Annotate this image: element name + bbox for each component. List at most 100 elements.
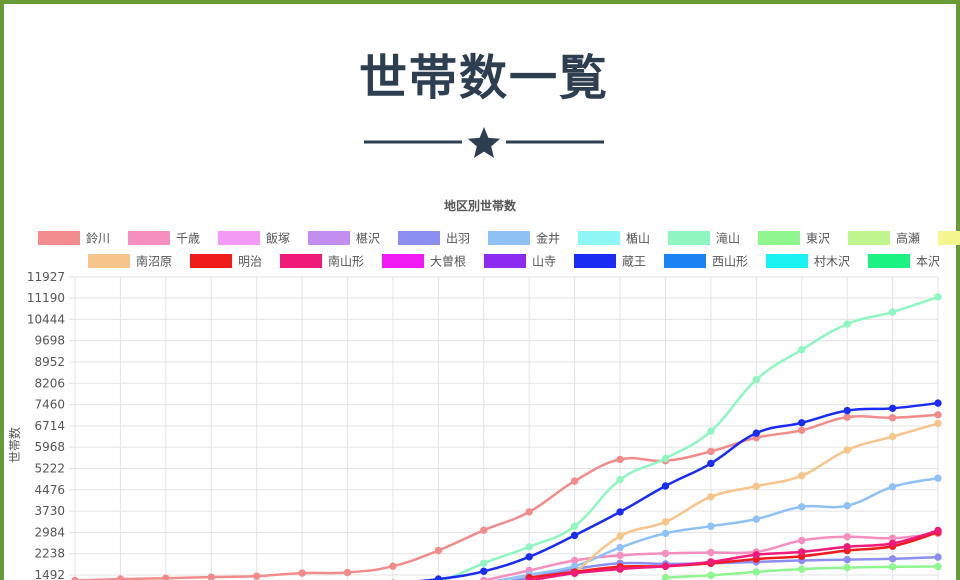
data-point: [707, 427, 715, 435]
legend-label: 千歳: [176, 232, 200, 246]
legend-swatch: [664, 254, 706, 268]
legend-swatch: [382, 254, 424, 268]
data-point: [480, 526, 488, 534]
chart-grid: [69, 276, 939, 580]
y-tick-label: 1492: [34, 568, 65, 580]
legend-label: 南山形: [328, 254, 364, 269]
data-point: [298, 569, 306, 577]
data-point: [434, 546, 443, 555]
data-point: [434, 575, 443, 580]
series-金井: [482, 474, 942, 580]
legend-label: 蔵王: [622, 255, 646, 269]
data-point: [661, 454, 670, 463]
chart-legend: 鈴川千歳飯塚椹沢出羽金井楯山滝山東沢高瀬大郷南沼原明治南山形大曽根山寺蔵王西山形…: [38, 231, 960, 269]
data-point: [888, 539, 897, 548]
star-icon: [467, 127, 501, 158]
legend-swatch: [938, 231, 960, 245]
legend-label: 高瀬: [896, 231, 920, 246]
data-point: [843, 502, 851, 510]
series-line: [529, 529, 939, 580]
data-point: [707, 447, 715, 456]
data-point: [752, 551, 760, 559]
data-point: [253, 572, 261, 580]
legend-swatch: [190, 254, 232, 268]
data-point: [616, 476, 624, 484]
legend-swatch: [668, 231, 710, 245]
data-point: [798, 565, 806, 573]
data-point: [707, 558, 715, 566]
data-point: [843, 320, 851, 328]
legend-swatch: [484, 254, 526, 268]
data-point: [207, 573, 215, 580]
series-南山形: [525, 526, 942, 580]
legend-label: 飯塚: [266, 231, 290, 246]
data-point: [843, 533, 851, 541]
legend-label: 村木沢: [814, 255, 850, 269]
legend-swatch: [398, 231, 440, 245]
y-tick-label: 3730: [34, 504, 65, 518]
data-point: [934, 411, 942, 419]
legend-label: 金井: [536, 231, 560, 246]
y-tick-label: 6714: [34, 419, 65, 433]
data-point: [752, 429, 760, 437]
data-point: [934, 553, 942, 561]
data-point: [480, 576, 488, 580]
legend-label: 楯山: [626, 232, 650, 246]
chart-title: 地区別世帯数: [444, 198, 517, 213]
data-point: [570, 477, 579, 485]
data-point: [843, 563, 851, 572]
y-tick-label: 7460: [34, 398, 65, 412]
data-point: [798, 503, 806, 511]
data-point: [888, 563, 897, 571]
y-tick-label: 2238: [34, 547, 65, 561]
legend-swatch: [488, 231, 530, 245]
data-point: [798, 419, 806, 427]
data-point: [525, 508, 533, 516]
legend-label: 椹沢: [356, 232, 380, 246]
data-point: [707, 548, 715, 557]
y-tick-label: 8206: [34, 376, 65, 390]
legend-swatch: [758, 231, 800, 245]
data-point: [888, 555, 897, 563]
legend-label: 東沢: [806, 232, 830, 246]
legend-swatch: [848, 231, 890, 245]
data-point: [389, 562, 397, 570]
y-tick-label: 5968: [34, 440, 65, 454]
legend-swatch: [766, 254, 808, 268]
data-point: [798, 536, 806, 545]
series-東沢: [661, 562, 942, 580]
data-point: [480, 559, 488, 567]
data-point: [162, 574, 170, 580]
data-point: [752, 568, 760, 576]
y-axis-label: 世帯数: [7, 427, 22, 463]
data-point: [616, 455, 624, 464]
legend-label: 鈴川: [86, 231, 110, 246]
series-鈴川: [71, 411, 942, 580]
series-line: [529, 531, 939, 579]
legend-label: 山寺: [532, 255, 556, 269]
legend-swatch: [88, 254, 130, 268]
data-point: [707, 493, 715, 501]
data-point: [798, 548, 806, 556]
data-point: [616, 532, 624, 540]
y-axis-ticks: 11927 11190 10444 9698 8952 8206 7460 6714 5968 5…: [27, 270, 65, 580]
data-point: [661, 573, 670, 580]
y-tick-label: 4476: [34, 483, 65, 497]
legend-swatch: [38, 231, 80, 245]
data-point: [616, 551, 624, 560]
y-tick-label: 2984: [34, 525, 65, 539]
data-point: [661, 549, 670, 558]
data-point: [661, 529, 670, 538]
data-point: [480, 567, 488, 575]
y-tick-label: 11190: [27, 291, 65, 305]
data-point: [570, 531, 579, 540]
legend-swatch: [128, 231, 170, 245]
series-蔵王: [391, 399, 942, 580]
title-divider: [364, 127, 604, 158]
data-point: [752, 376, 760, 384]
data-point: [752, 482, 760, 490]
legend-label: 滝山: [716, 232, 740, 246]
legend-label: 大曽根: [430, 254, 466, 269]
y-tick-label: 11927: [27, 270, 65, 284]
